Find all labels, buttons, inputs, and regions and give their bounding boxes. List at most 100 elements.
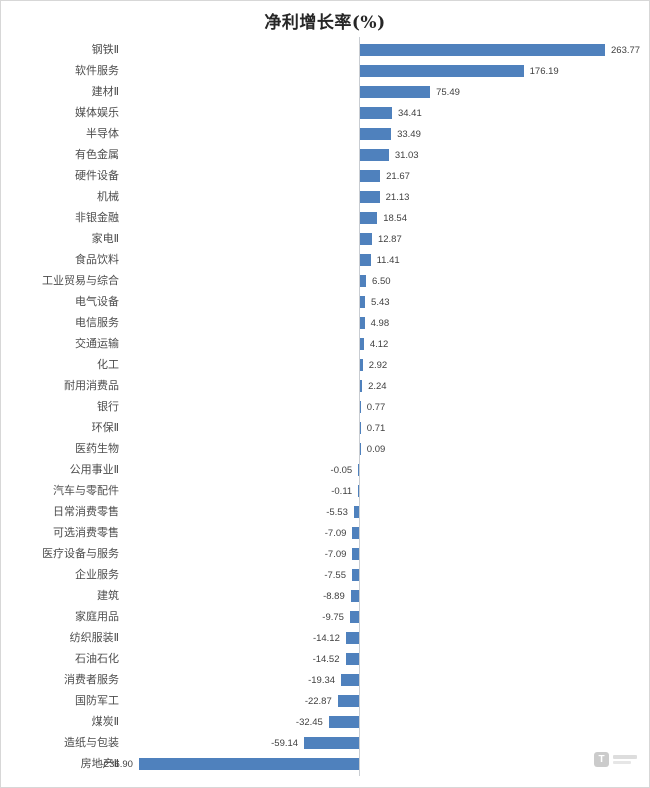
category-label: 环保Ⅱ — [91, 422, 119, 434]
zero-axis-line — [359, 37, 360, 776]
bar — [360, 44, 605, 56]
bar — [304, 737, 359, 749]
value-label: 0.77 — [366, 402, 386, 413]
value-label: -8.89 — [323, 591, 345, 602]
chart-row: 家庭用品 -9.75 — [1, 607, 649, 628]
value-label: 12.87 — [377, 234, 402, 245]
chart-row: 电气设备 5.43 — [1, 292, 649, 313]
category-label: 半导体 — [86, 128, 119, 140]
chart-row: 工业贸易与综合 6.50 — [1, 271, 649, 292]
chart-row: 造纸与包装 -59.14 — [1, 733, 649, 754]
category-label: 企业服务 — [75, 569, 119, 581]
bar — [360, 359, 363, 371]
category-label: 化工 — [97, 359, 119, 371]
chart-row: 建材Ⅱ 75.49 — [1, 82, 649, 103]
category-label: 建筑 — [97, 590, 119, 602]
bar — [360, 191, 380, 203]
value-label: 21.67 — [386, 171, 410, 182]
chart-row: 消费者服务 -19.34 — [1, 670, 649, 691]
bar — [360, 275, 367, 287]
chart-row: 硬件设备 21.67 — [1, 166, 649, 187]
chart-row: 房地产Ⅱ -236.90 — [1, 754, 649, 775]
category-label: 建材Ⅱ — [91, 86, 119, 98]
chart-row: 电信服务 4.98 — [1, 313, 649, 334]
value-label: 0.09 — [366, 444, 386, 455]
category-label: 纺织服装Ⅱ — [69, 632, 119, 644]
bar — [360, 380, 363, 392]
chart-row: 有色金属 31.03 — [1, 145, 649, 166]
value-label: -14.52 — [312, 654, 340, 665]
chart-row: 纺织服装Ⅱ -14.12 — [1, 628, 649, 649]
bar — [360, 212, 378, 224]
category-label: 电信服务 — [75, 317, 119, 329]
value-label: -14.12 — [312, 633, 340, 644]
chart-row: 国防军工 -22.87 — [1, 691, 649, 712]
bar — [360, 128, 392, 140]
value-label: 4.98 — [370, 318, 390, 329]
bar — [360, 422, 361, 434]
value-label: -59.14 — [271, 738, 299, 749]
bar — [360, 233, 372, 245]
value-label: -19.34 — [308, 675, 336, 686]
value-label: -236.90 — [100, 759, 133, 770]
category-label: 医疗设备与服务 — [42, 548, 119, 560]
watermark-text — [613, 755, 637, 764]
category-label: 煤炭Ⅱ — [91, 716, 119, 728]
chart-row: 日常消费零售 -5.53 — [1, 502, 649, 523]
chart-row: 机械 21.13 — [1, 187, 649, 208]
value-label: -7.09 — [324, 549, 347, 560]
bar — [352, 548, 359, 560]
category-label: 钢铁Ⅱ — [91, 44, 119, 56]
bar — [358, 464, 359, 476]
category-label: 日常消费零售 — [53, 506, 119, 518]
category-label: 公用事业Ⅱ — [69, 464, 119, 476]
chart-row: 耐用消费品 2.24 — [1, 376, 649, 397]
watermark-logo-icon: T — [594, 752, 609, 767]
category-label: 家庭用品 — [75, 611, 119, 623]
chart-row: 家电Ⅱ 12.87 — [1, 229, 649, 250]
value-label: -7.55 — [324, 570, 346, 581]
category-label: 耐用消费品 — [64, 380, 119, 392]
bar — [350, 590, 359, 602]
bar — [360, 170, 381, 182]
chart-row: 交通运输 4.12 — [1, 334, 649, 355]
bar — [341, 674, 359, 686]
value-label: 5.43 — [371, 297, 390, 308]
chart-row: 企业服务 -7.55 — [1, 565, 649, 586]
value-label: 176.19 — [529, 66, 559, 77]
bar — [138, 758, 359, 770]
value-label: 18.54 — [383, 213, 407, 224]
chart-row: 石油石化 -14.52 — [1, 649, 649, 670]
chart-row: 汽车与零配件 -0.11 — [1, 481, 649, 502]
value-label: 6.50 — [372, 276, 391, 287]
chart-title: 净利增长率(%) — [264, 13, 386, 33]
chart-row: 环保Ⅱ 0.71 — [1, 418, 649, 439]
category-label: 房地产Ⅱ — [80, 758, 119, 770]
value-label: 34.41 — [397, 108, 422, 119]
bar — [360, 107, 392, 119]
category-label: 汽车与零配件 — [53, 485, 119, 497]
category-label: 硬件设备 — [75, 170, 119, 182]
chart-row: 银行 0.77 — [1, 397, 649, 418]
value-label: 0.71 — [366, 423, 386, 434]
category-label: 家电Ⅱ — [91, 233, 119, 245]
category-label: 食品饮料 — [75, 254, 119, 266]
chart-row: 软件服务 176.19 — [1, 61, 649, 82]
category-label: 交通运输 — [75, 338, 119, 350]
chart-row: 公用事业Ⅱ -0.05 — [1, 460, 649, 481]
bar — [358, 485, 359, 497]
chart-row: 建筑 -8.89 — [1, 586, 649, 607]
value-label: 75.49 — [436, 87, 460, 98]
chart-row: 媒体娱乐 34.41 — [1, 103, 649, 124]
value-label: 21.13 — [385, 192, 410, 203]
category-label: 医药生物 — [75, 443, 119, 455]
chart-row: 医疗设备与服务 -7.09 — [1, 544, 649, 565]
value-label: -9.75 — [322, 612, 344, 623]
value-label: 31.03 — [394, 150, 419, 161]
bar — [360, 149, 389, 161]
value-label: -5.53 — [326, 507, 348, 518]
category-label: 石油石化 — [75, 653, 119, 665]
value-label: -0.05 — [330, 465, 353, 476]
bar — [360, 443, 361, 455]
category-label: 电气设备 — [75, 296, 119, 308]
